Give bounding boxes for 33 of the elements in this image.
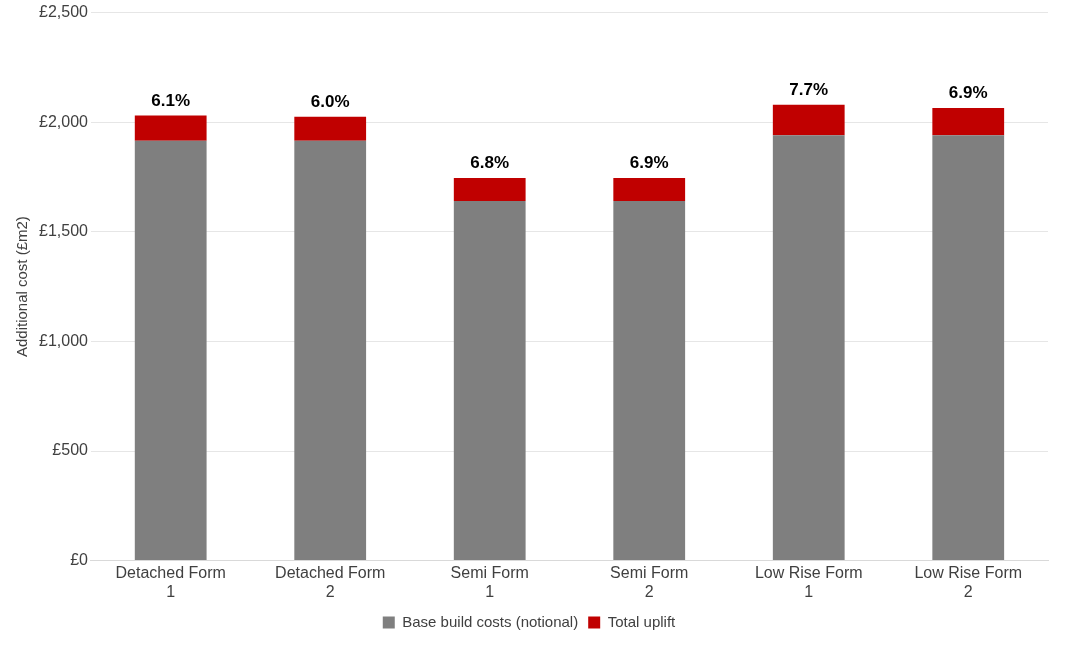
x-tick-label: Semi Form 1 xyxy=(450,563,529,600)
annotation: 6.0% xyxy=(310,91,350,111)
x-tick-label: Semi Form 2 xyxy=(610,563,689,600)
y-tick-label: £1,500 xyxy=(39,222,89,240)
x-tick-label: Low Rise Form 1 xyxy=(754,563,863,600)
y-tick-label: £500 xyxy=(52,441,89,459)
bar xyxy=(932,107,1005,136)
bar xyxy=(772,104,845,136)
y-tick-label: £1,000 xyxy=(39,331,89,349)
bar xyxy=(453,201,526,561)
y-axis-title: Additional cost (£m2) xyxy=(13,216,31,358)
x-tick-label: Detached Form 2 xyxy=(275,563,386,600)
y-tick-label: £2,000 xyxy=(39,112,89,130)
bar xyxy=(613,201,686,561)
bar xyxy=(294,140,367,561)
annotation: 7.7% xyxy=(789,79,829,99)
x-tick-label: Low Rise Form 2 xyxy=(914,563,1023,600)
bar xyxy=(134,140,207,561)
annotation: 6.8% xyxy=(470,153,510,173)
bar xyxy=(294,116,367,141)
bar xyxy=(453,178,526,202)
annotation: 6.9% xyxy=(948,83,988,103)
bar xyxy=(772,135,845,561)
x-tick-label: Detached Form 1 xyxy=(115,563,226,600)
legend-label: Total uplift xyxy=(607,612,677,630)
y-tick-label: £0 xyxy=(70,551,89,569)
bar xyxy=(613,178,686,202)
legend-label: Base build costs (notional) xyxy=(402,612,579,630)
bar xyxy=(932,135,1005,561)
annotation: 6.9% xyxy=(629,153,669,173)
annotation: 6.1% xyxy=(151,90,191,110)
bar xyxy=(134,115,207,141)
y-tick-label: £2,500 xyxy=(39,3,89,21)
